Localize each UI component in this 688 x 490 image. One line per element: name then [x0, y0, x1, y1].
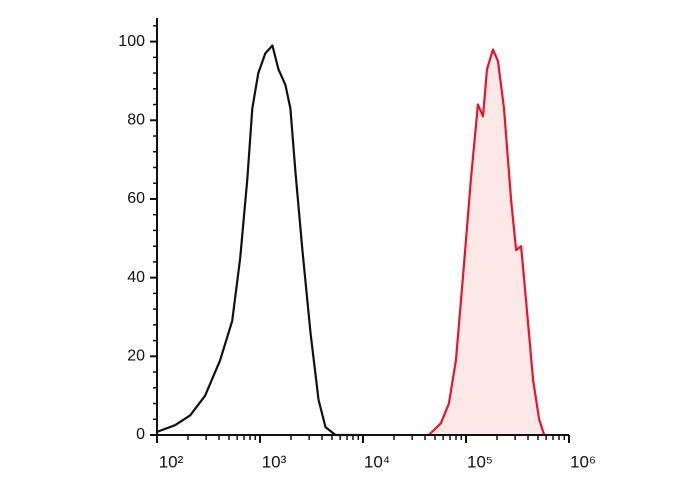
x-tick-label: 10⁶: [570, 452, 596, 471]
line: [428, 48, 546, 436]
x-tick-label: 10³: [262, 452, 287, 471]
y-tick-label: 100: [118, 33, 145, 50]
y-tick-label: 20: [127, 348, 145, 365]
y-tick-label: 60: [127, 190, 145, 207]
y-tick-label: 0: [136, 426, 145, 443]
x-tick-label: 10⁴: [364, 452, 390, 471]
y-tick-label: 40: [127, 269, 145, 286]
x-tick-label: 10²: [159, 452, 184, 471]
y-tick-label: 80: [127, 112, 145, 129]
x-tick-label: 10⁵: [467, 452, 493, 471]
line: [156, 44, 361, 437]
area: [428, 49, 545, 435]
